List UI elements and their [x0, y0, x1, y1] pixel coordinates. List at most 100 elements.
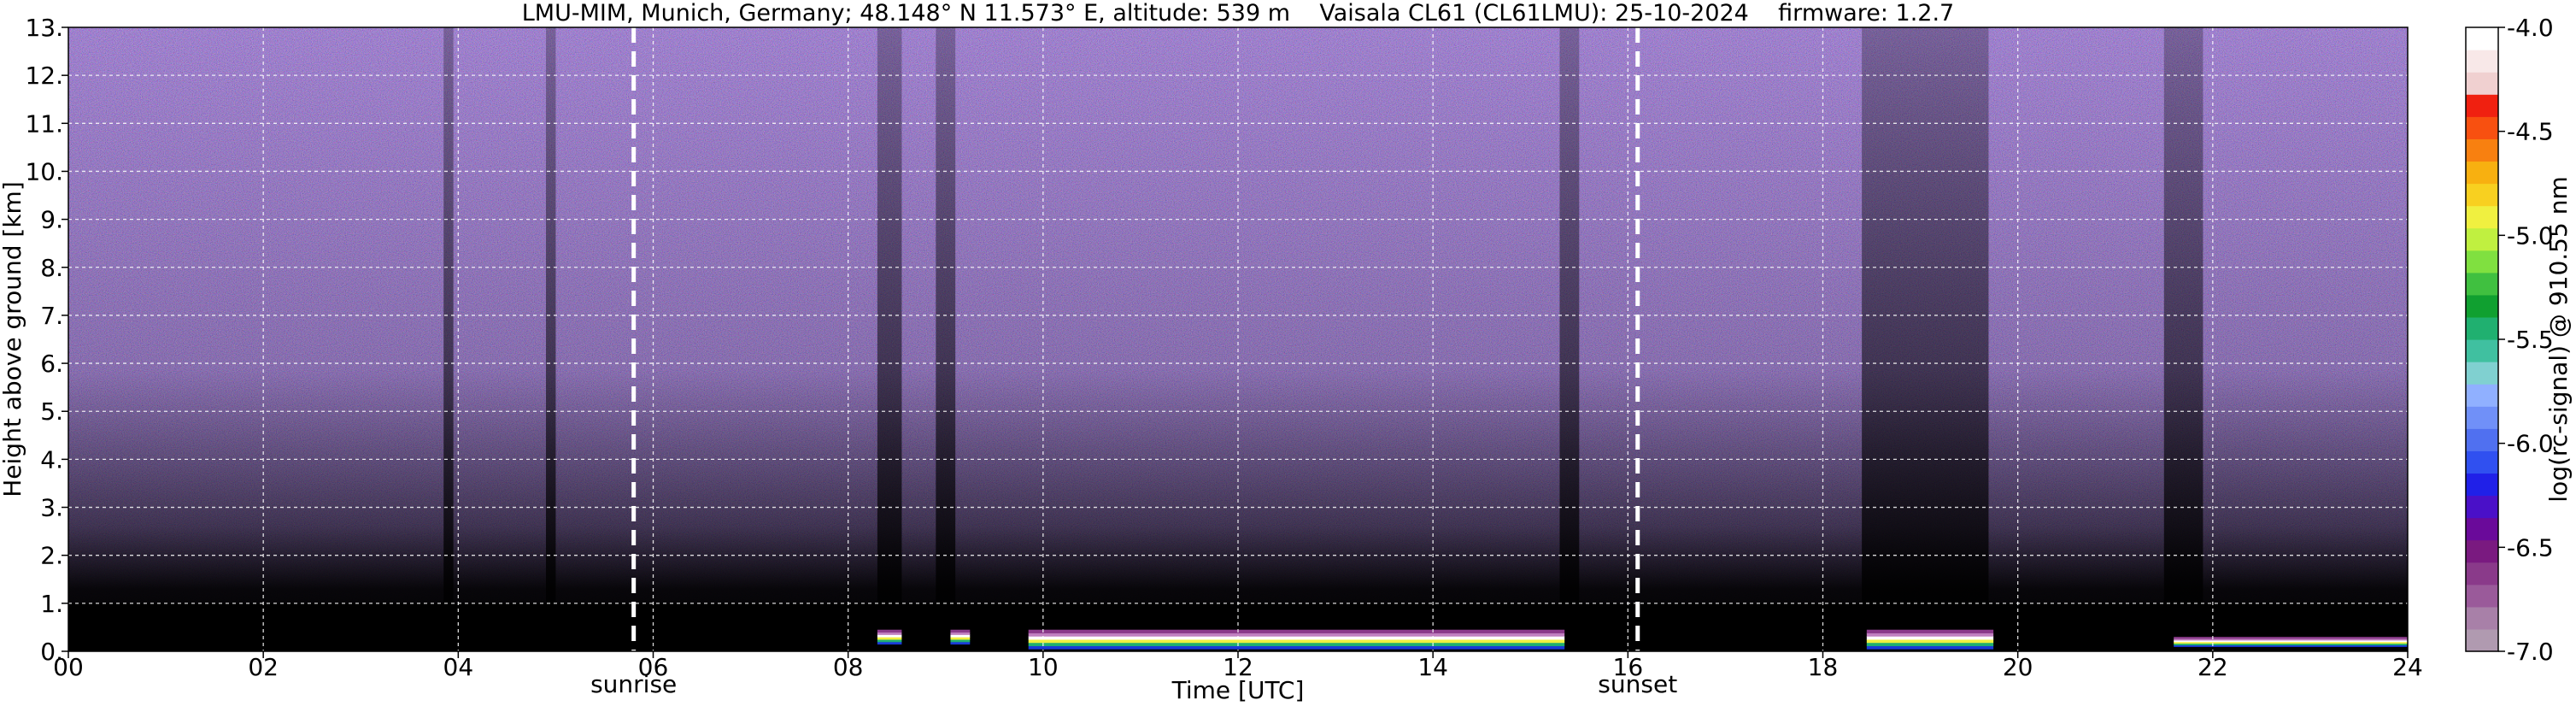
x-tick-label: 24	[2392, 653, 2423, 681]
y-tick-label: 12.	[25, 62, 63, 90]
y-tick-label: 9.	[40, 206, 63, 234]
signal-fade	[68, 27, 2408, 651]
chart-title: LMU-MIM, Munich, Germany; 48.148° N 11.5…	[522, 0, 1955, 26]
colorbar-step	[2466, 27, 2498, 50]
x-tick-label: 22	[2198, 653, 2228, 681]
colorbar-step	[2466, 161, 2498, 185]
colorbar-step	[2466, 562, 2498, 585]
colorbar-step	[2466, 272, 2498, 296]
y-tick-label: 5.	[40, 397, 63, 426]
colorbar-tick-label: -7.0	[2507, 638, 2554, 666]
sunrise-label: sunrise	[590, 670, 677, 698]
dark-columns	[443, 27, 2203, 651]
grid	[68, 27, 2408, 651]
colorbar-step	[2466, 406, 2498, 429]
colorbar-step	[2466, 428, 2498, 451]
cloud-layer-band	[1866, 629, 1994, 633]
dark-column	[936, 27, 956, 651]
event-labels: sunrise sunset	[590, 670, 1677, 698]
cloud-layer-band	[877, 632, 902, 635]
colorbar-step	[2466, 473, 2498, 497]
colorbar-step	[2466, 450, 2498, 474]
y-tick-label: 13.	[25, 14, 63, 42]
cloud-layer-band	[950, 641, 971, 645]
x-tick-label: 08	[833, 653, 864, 681]
y-tick-label: 2.	[40, 542, 63, 570]
colorbar-step	[2466, 72, 2498, 95]
x-tick-label: 00	[53, 653, 84, 681]
colorbar-label: log(rc-signal) @ 910.55 nm	[2544, 176, 2573, 502]
sunset-label: sunset	[1598, 670, 1677, 698]
cloud-layer-band	[877, 629, 902, 633]
x-tick-label: 10	[1028, 653, 1059, 681]
colorbar-tick-label: -4.0	[2507, 14, 2554, 42]
cloud-layer-band	[877, 634, 902, 638]
colorbar-steps	[2466, 27, 2498, 652]
cloud-layer-band	[1028, 629, 1565, 633]
cloud-layer-band	[950, 629, 971, 633]
colorbar-tick-label: -6.0	[2507, 430, 2554, 458]
dark-column	[546, 27, 556, 651]
colorbar-step	[2466, 205, 2498, 229]
cloud-layer-band	[1866, 636, 1994, 640]
colorbar-step	[2466, 94, 2498, 117]
cloud-layer-band	[2174, 639, 2408, 643]
plot-area	[68, 27, 2408, 651]
cloud-layer-band	[1028, 638, 1565, 644]
y-tick-label: 6.	[40, 350, 63, 378]
colorbar-step	[2466, 316, 2498, 340]
colorbar-tick-label: -5.0	[2507, 221, 2554, 250]
colorbar-step	[2466, 138, 2498, 162]
cloud-layer-band	[1866, 645, 1994, 650]
cloud-layer-band	[1866, 638, 1994, 644]
cloud-layer-band	[877, 641, 902, 645]
cloud-layer-band	[950, 634, 971, 638]
cloud-layer	[950, 629, 971, 645]
x-tick-label: 06	[638, 653, 669, 681]
colorbar-step	[2466, 50, 2498, 73]
colorbar-step	[2466, 116, 2498, 139]
y-tick-label: 11.	[25, 109, 63, 138]
x-tick-label: 16	[1613, 653, 1644, 681]
dark-column	[2163, 27, 2203, 651]
dark-column	[877, 27, 902, 651]
y-tick-label: 7.	[40, 302, 63, 330]
x-tick-label: 02	[248, 653, 279, 681]
colorbar: -7.0 -6.5 -6.0 -5.5 -5.0 -4.5 -4.0 log(rc-sign…	[2465, 14, 2573, 666]
colorbar-tick-label: -4.5	[2507, 118, 2554, 146]
y-tick-label: 4.	[40, 445, 63, 474]
x-axis-label: Time [UTC]	[1171, 676, 1305, 704]
cloud-layer-band	[950, 637, 971, 640]
cloud-layer-band	[1028, 645, 1565, 650]
colorbar-step	[2466, 384, 2498, 407]
cloud-layer-band	[2174, 644, 2408, 647]
y-axis-label: Height above ground [km]	[0, 181, 26, 497]
colorbar-step	[2466, 606, 2498, 630]
y-axis: 0. 1. 2. 3. 4. 5. 6. 7. 8. 9. 10. 11. 12. 13.	[25, 14, 68, 666]
cloud-layer	[1866, 629, 1994, 650]
colorbar-ticks: -7.0 -6.5 -6.0 -5.5 -5.0 -4.5 -4.0	[2498, 14, 2554, 666]
colorbar-step	[2466, 294, 2498, 318]
colorbar-tick-label: -6.5	[2507, 533, 2554, 562]
y-tick-label: 10.	[25, 157, 63, 185]
dark-column	[443, 27, 454, 651]
cloud-layer	[877, 629, 902, 645]
colorbar-step	[2466, 183, 2498, 207]
colorbar-step	[2466, 339, 2498, 362]
cloud-layer-band	[2174, 643, 2408, 646]
colorbar-step	[2466, 584, 2498, 608]
x-axis: 00 02 04 06 08 10 12 14 16 18 20 22 24	[53, 651, 2423, 681]
y-tick-label: 0.	[40, 638, 63, 666]
colorbar-step	[2466, 628, 2498, 652]
colorbar-step	[2466, 227, 2498, 251]
cloud-layer-band	[1028, 632, 1565, 637]
colorbar-step	[2466, 517, 2498, 541]
x-tick-label: 04	[443, 653, 474, 681]
cloud-layer-band	[2174, 638, 2408, 641]
cloud-layer-band	[1866, 632, 1994, 637]
colorbar-tick-label: -5.5	[2507, 326, 2554, 354]
event-lines	[631, 27, 1640, 651]
cloud-layer	[1028, 629, 1565, 650]
x-tick-label: 20	[2003, 653, 2033, 681]
x-tick-label: 14	[1417, 653, 1448, 681]
